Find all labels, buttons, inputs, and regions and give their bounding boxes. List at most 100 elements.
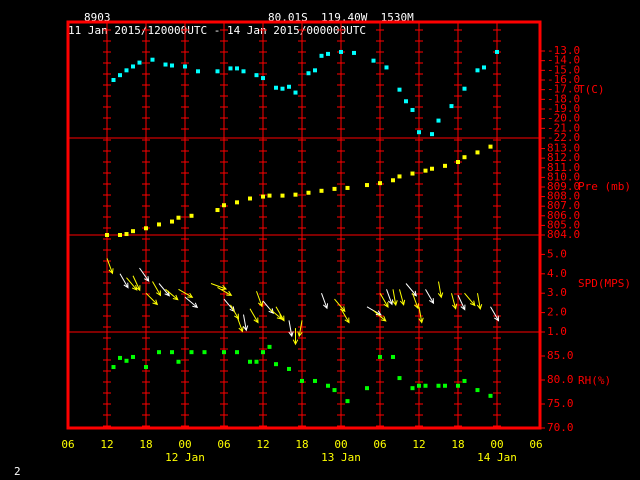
data-point: [248, 359, 252, 364]
page-number: 2: [14, 465, 21, 478]
data-point: [157, 350, 161, 355]
grid-line: [415, 22, 423, 428]
data-point: [131, 354, 135, 359]
data-point: [397, 87, 402, 92]
x-tick-label: 12: [256, 438, 269, 451]
wind-arrow: [392, 289, 398, 307]
x-tick-label: 18: [139, 438, 152, 451]
y-tick-label: 4.0: [547, 267, 567, 280]
data-point: [293, 192, 298, 197]
y-tick-label: 808.0: [547, 190, 580, 203]
data-point: [430, 132, 434, 137]
data-point: [410, 386, 415, 391]
frame: [66, 20, 542, 430]
data-point: [306, 190, 311, 195]
data-point: [443, 163, 447, 168]
data-point: [332, 388, 337, 393]
x-tick-label: 00: [334, 438, 347, 451]
date-label: 14 Jan: [477, 451, 517, 464]
data-point: [475, 68, 480, 73]
y-tick-label: 809.0: [547, 180, 580, 193]
data-point: [449, 104, 454, 109]
data-point: [137, 60, 142, 65]
y-tick-label: -19.0: [547, 102, 580, 115]
data-point: [261, 194, 265, 199]
data-point: [202, 350, 207, 355]
y-tick-label: 807.0: [547, 199, 580, 212]
data-point: [391, 354, 395, 359]
grid-line: [337, 22, 345, 428]
x-tick-label: 12: [412, 438, 425, 451]
data-point: [131, 64, 135, 69]
wind-arrow: [464, 292, 476, 307]
x-tick-label: 18: [451, 438, 464, 451]
wind-arrow: [126, 277, 138, 291]
wind-arrow: [437, 281, 444, 299]
grid-line: [493, 22, 501, 428]
grid-line: [298, 22, 306, 428]
data-point: [410, 171, 415, 176]
data-point: [436, 383, 441, 388]
x-tick-label: 06: [217, 438, 230, 451]
data-point: [176, 359, 181, 364]
data-point: [339, 49, 343, 54]
data-point: [222, 350, 226, 355]
wind-arrow: [297, 320, 303, 338]
x-tick-label: 06: [373, 438, 386, 451]
date-label: 12 Jan: [165, 451, 205, 464]
data-point: [163, 62, 168, 67]
data-point: [397, 376, 402, 381]
y-tick-label: 85.0: [547, 349, 574, 362]
data-point: [404, 99, 408, 104]
y-tick-label: 70.0: [547, 421, 574, 434]
wind-arrow: [288, 320, 294, 338]
grid-line: [454, 22, 462, 428]
wind-arrow: [262, 300, 274, 315]
data-point: [417, 383, 421, 388]
y-tick-label: 5.0: [547, 247, 567, 260]
data-point: [319, 53, 324, 58]
data-point: [248, 196, 252, 201]
data-point: [482, 65, 486, 70]
data-point: [215, 69, 220, 74]
data-point: [436, 118, 441, 123]
wind-arrow: [236, 316, 244, 333]
data-point: [417, 130, 421, 135]
data-point: [254, 359, 259, 364]
y-tick-label: 813.0: [547, 142, 580, 155]
data-point: [326, 383, 330, 388]
y-axis-label: Pre (mb): [578, 180, 631, 193]
data-point: [371, 58, 376, 63]
data-point: [144, 226, 148, 231]
y-tick-label: 80.0: [547, 373, 574, 386]
wind-arrow: [412, 293, 420, 310]
data-point: [124, 68, 129, 73]
wind-arrow: [418, 306, 424, 324]
y-axis-label: RH(%): [578, 374, 611, 387]
wind-arrow: [476, 293, 483, 311]
grid-line: [376, 22, 384, 428]
wind-arrow: [165, 288, 179, 301]
data-point: [261, 76, 265, 81]
wind-arrow: [210, 283, 228, 291]
data-point: [215, 208, 220, 213]
wind-arrow: [217, 286, 233, 296]
wind-arrow: [405, 283, 417, 297]
data-point: [235, 200, 239, 205]
data-point: [189, 350, 194, 355]
data-point: [306, 71, 311, 76]
x-tick-label: 06: [529, 438, 542, 451]
data-point: [423, 383, 428, 388]
data-point: [111, 78, 116, 82]
data-point: [397, 174, 402, 179]
data-point: [170, 219, 174, 224]
y-axis-label: SPD(MPS): [578, 277, 631, 290]
y-tick-label: 2.0: [547, 306, 567, 319]
data-point: [189, 213, 194, 218]
grid-line: [220, 22, 228, 428]
y-tick-label: -18.0: [547, 92, 580, 105]
y-tick-label: 804.0: [547, 228, 580, 241]
date-label: 13 Jan: [321, 451, 361, 464]
data-point: [287, 84, 291, 89]
data-point: [131, 229, 135, 234]
